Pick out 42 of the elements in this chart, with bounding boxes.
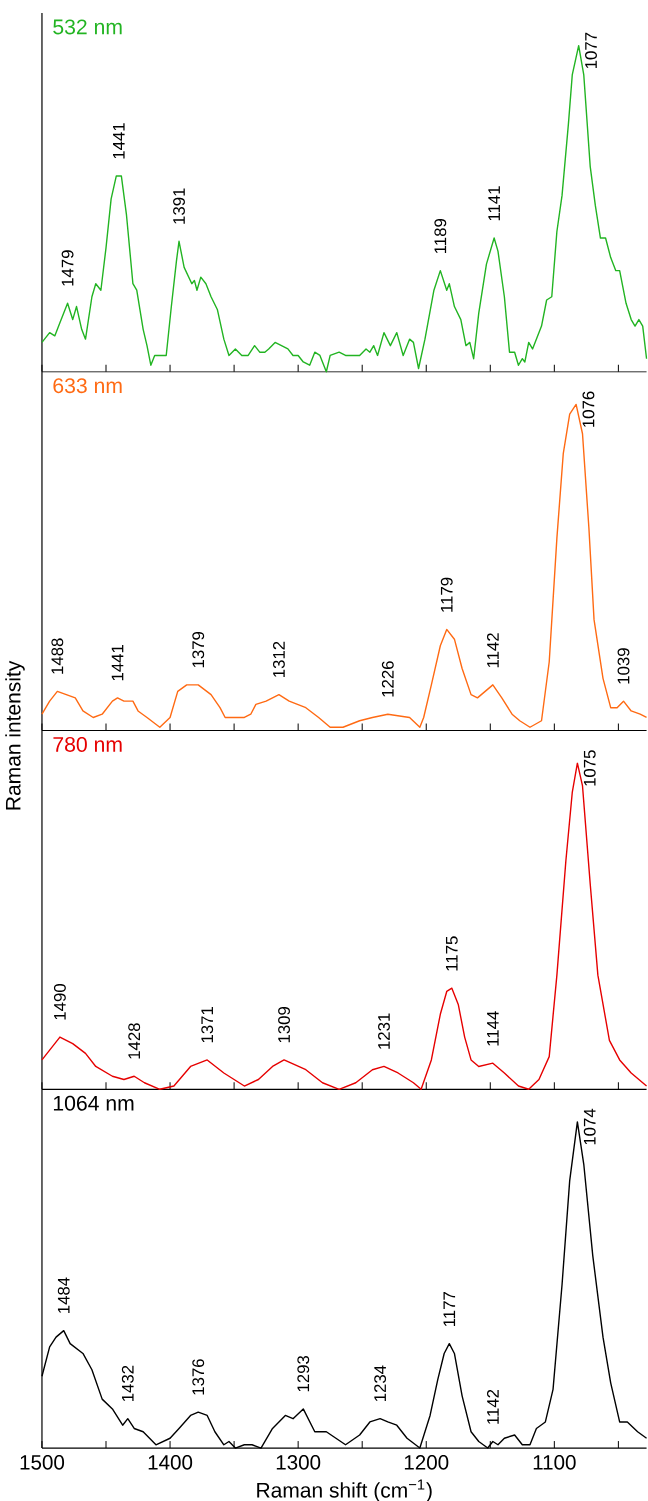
x-axis-title: Raman shift (cm$^{−1}$) [257,1479,432,1501]
annotation: 1484 [58,1277,70,1313]
annotation: 1379 [192,631,205,668]
annotation: 1179 [441,577,453,612]
annotation: 1141 [488,186,501,221]
annotation: 1490 [54,984,67,1020]
annotation: 1226 [382,661,394,697]
annotation: 1075 [584,750,596,786]
annotation: 1441 [111,644,124,681]
annotation: 1391 [173,188,186,224]
text: 780 nm [53,736,122,752]
annotation: 1432 [122,1365,134,1402]
y-axis-title: Raman intensity [5,660,25,810]
annotation: 1231 [378,1013,391,1049]
annotation: 1189 [434,218,447,253]
x-tick-label: 1300 [277,1455,321,1470]
annotation: 1142 [487,633,499,668]
annotation: 1312 [273,641,286,677]
annotation: 1142 [487,1389,499,1424]
x-tick-label: 1400 [148,1455,193,1470]
annotation: 1293 [297,1355,310,1392]
annotation: 1371 [201,1007,214,1043]
annotation: 1074 [584,1108,596,1145]
annotation: 1144 [487,1011,499,1046]
annotation: 1376 [192,1359,205,1395]
annotation: 1039 [617,648,630,684]
annotation: 1479 [61,250,74,286]
annotation: 1076 [582,391,595,427]
text: 1064 nm [54,1095,134,1111]
annotation: 1177 [443,1292,456,1326]
annotation: 1077 [585,32,598,69]
annotation: 1488 [51,638,64,674]
text: 532 nm [53,19,122,35]
x-tick-label: 1200 [405,1455,449,1470]
annotation: 1441 [113,123,125,159]
x-tick-label: 1500 [20,1455,65,1470]
annotation: 1309 [278,1006,291,1043]
annotation: 1428 [128,1023,141,1059]
text: 633 nm [53,378,122,394]
x-tick-label: 1100 [533,1455,576,1470]
annotation: 1234 [374,1365,387,1402]
annotation: 1175 [446,936,458,971]
